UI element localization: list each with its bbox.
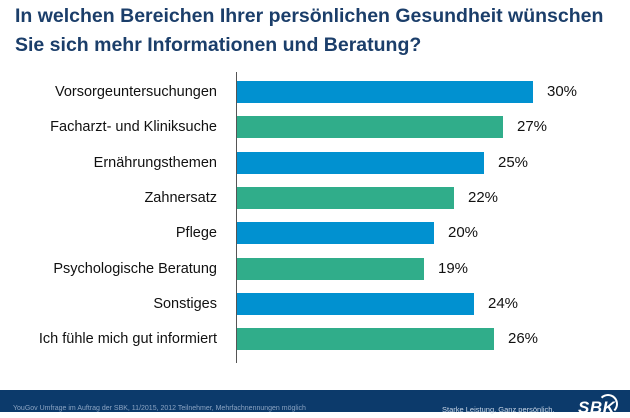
- footer-bar: YouGov Umfrage im Auftrag der SBK, 11/20…: [0, 390, 630, 417]
- bar: [237, 258, 424, 280]
- value-label: 22%: [468, 189, 499, 206]
- y-axis-line: [236, 72, 237, 363]
- value-label: 24%: [488, 295, 519, 312]
- bar: [237, 116, 503, 138]
- value-label: 27%: [517, 118, 548, 135]
- category-label: Vorsorgeuntersuchungen: [54, 84, 217, 100]
- category-label: Zahnersatz: [144, 190, 217, 206]
- bar: [237, 293, 474, 315]
- source-note: YouGov Umfrage im Auftrag der SBK, 11/20…: [13, 405, 306, 412]
- bar: [237, 222, 434, 244]
- value-label: 26%: [508, 330, 539, 347]
- value-label: 20%: [448, 224, 479, 241]
- logo-arc-icon: [598, 394, 618, 414]
- value-label: 19%: [438, 260, 469, 277]
- bar: [237, 81, 533, 103]
- bar: [237, 187, 454, 209]
- category-label: Psychologische Beratung: [53, 261, 217, 277]
- category-label: Pflege: [175, 225, 217, 241]
- slogan: Starke Leistung. Ganz persönlich.: [442, 405, 555, 414]
- category-label: Sonstiges: [153, 296, 217, 312]
- bar: [237, 328, 494, 350]
- category-label: Ich fühle mich gut informiert: [38, 331, 217, 347]
- bar: [237, 152, 484, 174]
- chart-title: In welchen Bereichen Ihrer persönlichen …: [15, 5, 604, 56]
- value-label: 25%: [498, 154, 529, 171]
- value-label: 30%: [547, 83, 578, 100]
- category-label: Facharzt- und Kliniksuche: [50, 119, 217, 135]
- category-label: Ernährungsthemen: [93, 155, 217, 171]
